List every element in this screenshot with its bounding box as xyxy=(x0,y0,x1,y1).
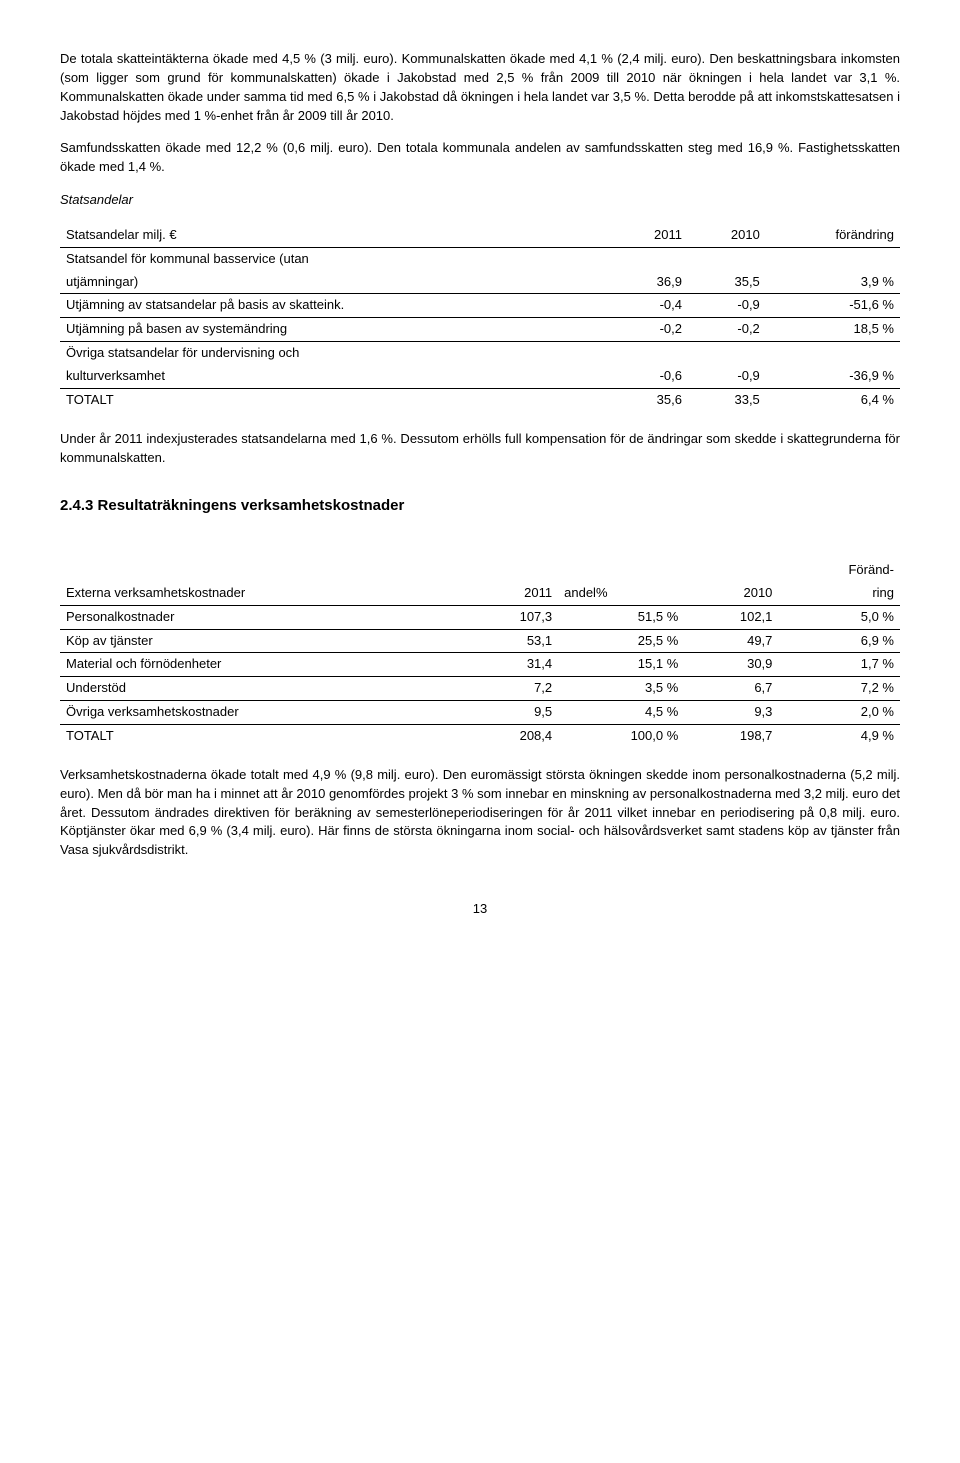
t2-r3c2: 3,5 % xyxy=(558,677,684,701)
page-number: 13 xyxy=(60,900,900,919)
t1-r4: TOTALT xyxy=(60,388,612,411)
t2-r0c3: 102,1 xyxy=(684,605,778,629)
t1-r2: Utjämning på basen av systemändring xyxy=(60,318,612,342)
t1-r3a: Övriga statsandelar för undervisning och xyxy=(60,342,612,365)
t2-r0: Personalkostnader xyxy=(60,605,464,629)
t1-r4c3: 6,4 % xyxy=(766,388,900,411)
t1-r3b: kulturverksamhet xyxy=(60,365,612,388)
paragraph-4: Verksamhetskostnaderna ökade totalt med … xyxy=(60,766,900,860)
t1-r0b: utjämningar) xyxy=(60,271,612,294)
t2-r4c3: 9,3 xyxy=(684,701,778,725)
t2-r3c1: 7,2 xyxy=(464,677,558,701)
paragraph-2: Samfundsskatten ökade med 12,2 % (0,6 mi… xyxy=(60,139,900,177)
t2-r1: Köp av tjänster xyxy=(60,629,464,653)
t1-r3c3: -36,9 % xyxy=(766,365,900,388)
t2-r5c4: 4,9 % xyxy=(778,725,900,748)
t1-r1c2: -0,9 xyxy=(688,294,766,318)
t2-r0c2: 51,5 % xyxy=(558,605,684,629)
t1-r2c2: -0,2 xyxy=(688,318,766,342)
t1-r3c2: -0,9 xyxy=(688,365,766,388)
t1-r3c1: -0,6 xyxy=(612,365,688,388)
t2-r5c2: 100,0 % xyxy=(558,725,684,748)
t2-r2c3: 30,9 xyxy=(684,653,778,677)
t2-h1: 2011 xyxy=(464,582,558,605)
t2-r4c1: 9,5 xyxy=(464,701,558,725)
section-statsandelar: Statsandelar xyxy=(60,191,900,210)
t1-r0c2: 35,5 xyxy=(688,271,766,294)
heading-243: 2.4.3 Resultaträkningens verksamhetskost… xyxy=(60,495,900,517)
t1-h3: förändring xyxy=(766,224,900,247)
t2-r1c2: 25,5 % xyxy=(558,629,684,653)
t1-r0c1: 36,9 xyxy=(612,271,688,294)
t1-h0: Statsandelar milj. € xyxy=(60,224,612,247)
t2-h0: Externa verksamhetskostnader xyxy=(60,582,464,605)
t1-r0c3: 3,9 % xyxy=(766,271,900,294)
t2-r2c4: 1,7 % xyxy=(778,653,900,677)
t2-r4: Övriga verksamhetskostnader xyxy=(60,701,464,725)
t2-r3: Understöd xyxy=(60,677,464,701)
t2-r1c3: 49,7 xyxy=(684,629,778,653)
t1-r2c3: 18,5 % xyxy=(766,318,900,342)
t1-r1: Utjämning av statsandelar på basis av sk… xyxy=(60,294,612,318)
t2-h2: andel% xyxy=(558,582,684,605)
table-statsandelar: Statsandelar milj. € 2011 2010 förändrin… xyxy=(60,224,900,412)
t2-h4a: Föränd- xyxy=(778,559,900,582)
t1-h1: 2011 xyxy=(612,224,688,247)
t2-r2c1: 31,4 xyxy=(464,653,558,677)
t2-r1c4: 6,9 % xyxy=(778,629,900,653)
t2-h4b: ring xyxy=(778,582,900,605)
t1-r4c1: 35,6 xyxy=(612,388,688,411)
t2-r2c2: 15,1 % xyxy=(558,653,684,677)
t2-r0c1: 107,3 xyxy=(464,605,558,629)
t1-r0a: Statsandel för kommunal basservice (utan xyxy=(60,247,612,270)
t2-r4c2: 4,5 % xyxy=(558,701,684,725)
t2-r3c3: 6,7 xyxy=(684,677,778,701)
t2-h3: 2010 xyxy=(684,582,778,605)
t2-r3c4: 7,2 % xyxy=(778,677,900,701)
t2-r5c3: 198,7 xyxy=(684,725,778,748)
paragraph-3: Under år 2011 indexjusterades statsandel… xyxy=(60,430,900,468)
paragraph-1: De totala skatteintäkterna ökade med 4,5… xyxy=(60,50,900,125)
t1-r1c1: -0,4 xyxy=(612,294,688,318)
t2-r0c4: 5,0 % xyxy=(778,605,900,629)
t2-r1c1: 53,1 xyxy=(464,629,558,653)
t2-r5: TOTALT xyxy=(60,725,464,748)
t2-r2: Material och förnödenheter xyxy=(60,653,464,677)
t1-r4c2: 33,5 xyxy=(688,388,766,411)
t2-r5c1: 208,4 xyxy=(464,725,558,748)
table-verksamhetskostnader: Föränd- Externa verksamhetskostnader 201… xyxy=(60,537,900,748)
t1-r2c1: -0,2 xyxy=(612,318,688,342)
t2-r4c4: 2,0 % xyxy=(778,701,900,725)
t1-r1c3: -51,6 % xyxy=(766,294,900,318)
t1-h2: 2010 xyxy=(688,224,766,247)
